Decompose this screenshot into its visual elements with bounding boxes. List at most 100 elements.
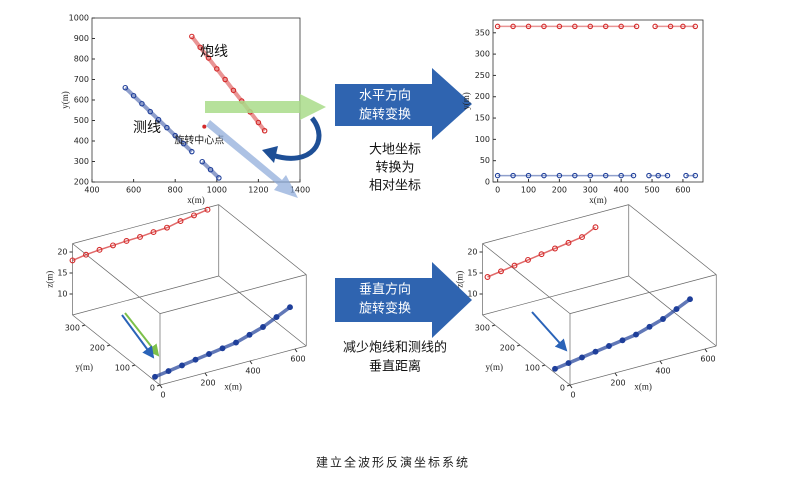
point (494, 23, 501, 30)
x-tick-label: 0 (570, 391, 575, 400)
point (511, 262, 518, 269)
y-tick-label: 0 (485, 178, 490, 187)
point (204, 206, 211, 213)
point (541, 23, 547, 30)
y-tick-label: 50 (480, 156, 490, 165)
z-tick-label: 10 (57, 290, 67, 299)
x-tick-label: 200 (552, 186, 567, 195)
y-tick-label: 1000 (69, 14, 89, 23)
x-tick-label: 400 (245, 367, 260, 376)
x-tick-label: 300 (583, 186, 598, 195)
decoration-curve (271, 116, 322, 161)
point (484, 274, 491, 280)
x-tick (659, 360, 663, 365)
y-tick-label: 900 (74, 34, 89, 43)
decoration-arrow (262, 146, 278, 163)
point (510, 172, 516, 179)
decoration-arrow (121, 314, 155, 359)
point (164, 224, 170, 231)
x-tick (204, 372, 208, 377)
x-tick-label: 600 (290, 355, 305, 364)
box-edge (159, 274, 307, 314)
point (572, 23, 578, 30)
point (525, 172, 532, 179)
x-tick-label: 200 (200, 379, 215, 388)
x-tick-label: 1000 (207, 186, 227, 195)
y-tick-label: 250 (475, 71, 490, 80)
point (592, 224, 599, 231)
point (683, 172, 689, 179)
y-tick-label: 100 (525, 364, 540, 373)
point (556, 172, 563, 179)
point (191, 212, 197, 219)
point (692, 172, 699, 179)
point (618, 23, 624, 30)
point (692, 23, 699, 30)
decoration-arrow (206, 120, 298, 198)
point (139, 100, 145, 107)
arrow-text: 水平方向 (359, 88, 411, 104)
x-tick (704, 348, 708, 353)
point (655, 172, 661, 179)
point (646, 172, 652, 179)
arrow-text: 垂直方向 (359, 282, 411, 298)
point (587, 23, 594, 30)
point (199, 158, 205, 165)
box-edge (628, 204, 717, 275)
point (618, 172, 624, 179)
series-line (190, 35, 267, 132)
box-edge (218, 204, 307, 275)
point (207, 166, 214, 173)
z-tick-label: 15 (57, 269, 67, 278)
box-edge (482, 243, 571, 314)
note: 相对坐标 (369, 179, 421, 194)
point (565, 239, 572, 246)
point (69, 257, 76, 264)
point (130, 92, 137, 99)
point (667, 23, 674, 30)
point (230, 87, 237, 94)
arrow-text: 旋转变换 (359, 107, 411, 123)
y-tick-label: 200 (74, 178, 89, 187)
plot-frame (492, 19, 704, 183)
arrow-shape (335, 262, 472, 338)
x-tick (249, 360, 253, 365)
point (652, 23, 658, 30)
point (287, 304, 293, 311)
point (189, 33, 195, 40)
point (147, 108, 153, 115)
y-tick-label: 0 (150, 384, 155, 393)
point (630, 172, 637, 179)
y-tick-label: 0 (560, 384, 565, 393)
point (255, 119, 262, 126)
x-tick-label: 400 (84, 186, 99, 195)
x-tick-label: 1200 (248, 186, 268, 195)
y-tick (541, 364, 546, 367)
y-axis-label: y(m) (461, 92, 471, 110)
box-edge (72, 314, 161, 386)
point (498, 268, 504, 275)
series-label: 炮线 (200, 44, 228, 60)
box-edge (482, 275, 629, 316)
note: 转换为 (375, 161, 414, 176)
decoration-arrow (124, 312, 160, 357)
y-tick-label: 600 (74, 96, 89, 105)
y-tick-label: 500 (74, 116, 89, 125)
point (177, 218, 184, 225)
y-tick-label: 300 (475, 324, 490, 333)
point (572, 172, 578, 179)
y-tick-label: 300 (65, 324, 80, 333)
decoration-arrow (205, 94, 326, 120)
point (587, 172, 594, 179)
y-tick-label: 800 (74, 55, 89, 64)
y-axis-label: y(m) (76, 362, 94, 372)
point (552, 245, 558, 252)
x-tick (569, 384, 573, 389)
x-tick-label: 100 (521, 186, 536, 195)
note: 减少炮线和测线的 (343, 340, 447, 356)
x-tick-label: 500 (644, 186, 659, 195)
y-tick (566, 384, 571, 387)
center-label: 旋转中心点 (174, 134, 224, 147)
y-tick (131, 364, 136, 367)
